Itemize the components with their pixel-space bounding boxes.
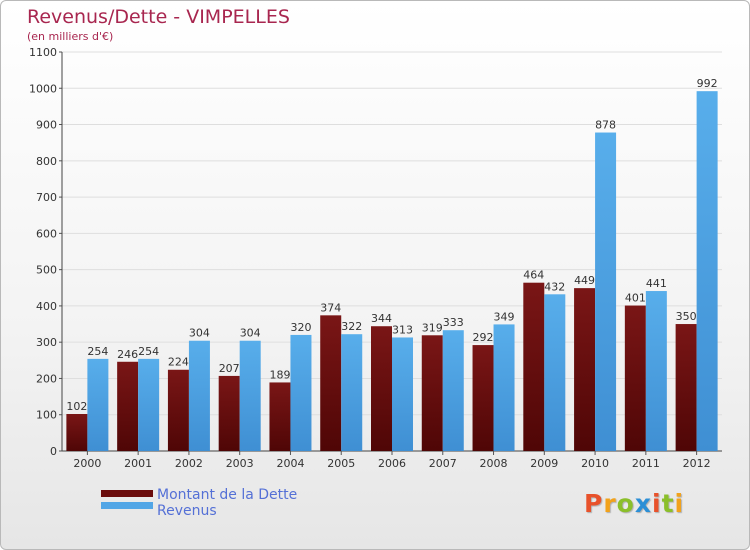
x-tick-label-2000: 2000 [73,457,101,470]
data-label-dette-2010: 449 [574,274,595,287]
bar-revenus-2002 [188,340,210,451]
data-label-revenus-2012: 992 [697,77,718,90]
y-tick-label-600: 600 [36,227,57,240]
chart-title: Revenus/Dette - VIMPELLES [27,6,290,28]
x-tick-label-2010: 2010 [581,457,609,470]
data-label-revenus-2011: 441 [646,277,667,290]
x-tick-label-2002: 2002 [175,457,203,470]
y-tick-label-800: 800 [36,155,57,168]
legend-swatch-dette [101,490,153,497]
data-label-revenus-2002: 304 [189,327,210,340]
bar-dette-2006 [371,326,392,451]
x-tick-label-2004: 2004 [276,457,304,470]
bar-revenus-2005 [341,334,363,451]
bar-dette-2001 [117,361,139,451]
data-label-dette-2007: 319 [422,321,443,334]
bar-revenus-2008 [493,324,515,451]
bar-dette-2007 [421,335,443,451]
x-tick-label-2011: 2011 [632,457,660,470]
y-tick-label-1100: 1100 [29,46,57,59]
data-label-revenus-2010: 878 [595,119,616,132]
bar-revenus-2009 [544,294,566,451]
bar-revenus-2007 [442,330,464,451]
proxiti-logo: Proxiti [584,489,684,518]
logo-letter-3: x [634,489,652,518]
x-tick-label-2012: 2012 [683,457,711,470]
data-label-revenus-2004: 320 [290,321,311,334]
y-tick-label-0: 0 [50,445,57,458]
data-label-revenus-2008: 349 [494,310,515,323]
legend-label-dette: Montant de la Dette [157,487,298,503]
data-label-revenus-2006: 313 [392,323,413,336]
x-tick-label-2009: 2009 [530,457,558,470]
y-tick-label-700: 700 [36,191,57,204]
y-tick-label-500: 500 [36,264,57,277]
data-label-revenus-2000: 254 [87,345,108,358]
bar-dette-2002 [167,369,189,451]
logo-letter-0: P [584,489,604,518]
data-label-revenus-2005: 322 [341,320,362,333]
legend-label-revenus: Revenus [157,503,217,519]
y-tick-label-100: 100 [36,409,57,422]
bar-revenus-2006 [392,337,413,451]
bar-revenus-2011 [645,291,667,451]
data-label-dette-2011: 401 [625,292,646,305]
y-tick-label-200: 200 [36,372,57,385]
y-tick-label-900: 900 [36,119,57,132]
y-tick-label-1000: 1000 [29,82,57,95]
bar-revenus-2010 [595,132,617,451]
data-label-dette-2005: 374 [320,301,341,314]
data-label-revenus-2007: 333 [443,316,464,329]
bar-dette-2010 [574,288,596,451]
bar-dette-2005 [320,315,342,451]
x-tick-label-2007: 2007 [429,457,457,470]
data-label-dette-2001: 246 [117,348,138,361]
bar-dette-2012 [675,324,697,451]
bar-revenus-2003 [239,340,261,451]
data-label-dette-2009: 464 [523,269,544,282]
logo-letter-4: i [652,489,662,518]
data-label-dette-2008: 292 [473,331,494,344]
bar-revenus-2012 [696,91,718,451]
data-label-dette-2003: 207 [219,362,240,375]
bar-revenus-2001 [138,358,160,451]
logo-letter-5: t [661,489,675,518]
bar-dette-2009 [523,282,545,451]
bar-dette-2011 [624,305,646,451]
data-label-revenus-2009: 432 [544,280,565,293]
bar-revenus-2004 [290,334,312,451]
bar-revenus-2000 [87,358,109,451]
data-label-revenus-2003: 304 [240,327,261,340]
x-tick-label-2008: 2008 [480,457,508,470]
logo-letter-6: i [674,489,685,518]
data-label-dette-2002: 224 [168,356,189,369]
data-label-revenus-2001: 254 [138,345,159,358]
data-label-dette-2000: 102 [66,400,87,413]
x-tick-label-2006: 2006 [378,457,406,470]
y-tick-label-300: 300 [36,336,57,349]
y-tick-label-400: 400 [36,300,57,313]
x-tick-label-2001: 2001 [124,457,152,470]
x-tick-label-2003: 2003 [226,457,254,470]
chart-subtitle: (en milliers d'€) [27,30,114,43]
legend-swatch-revenus [101,502,153,509]
data-label-dette-2006: 344 [371,312,392,325]
bar-dette-2008 [472,345,494,451]
data-label-dette-2012: 350 [676,310,697,323]
logo-letter-1: r [603,489,617,518]
bar-dette-2003 [218,375,240,451]
logo-letter-2: o [616,489,635,518]
x-tick-label-2005: 2005 [327,457,355,470]
bar-dette-2000 [66,414,88,451]
bar-dette-2004 [269,382,291,451]
data-label-dette-2004: 189 [269,368,290,381]
